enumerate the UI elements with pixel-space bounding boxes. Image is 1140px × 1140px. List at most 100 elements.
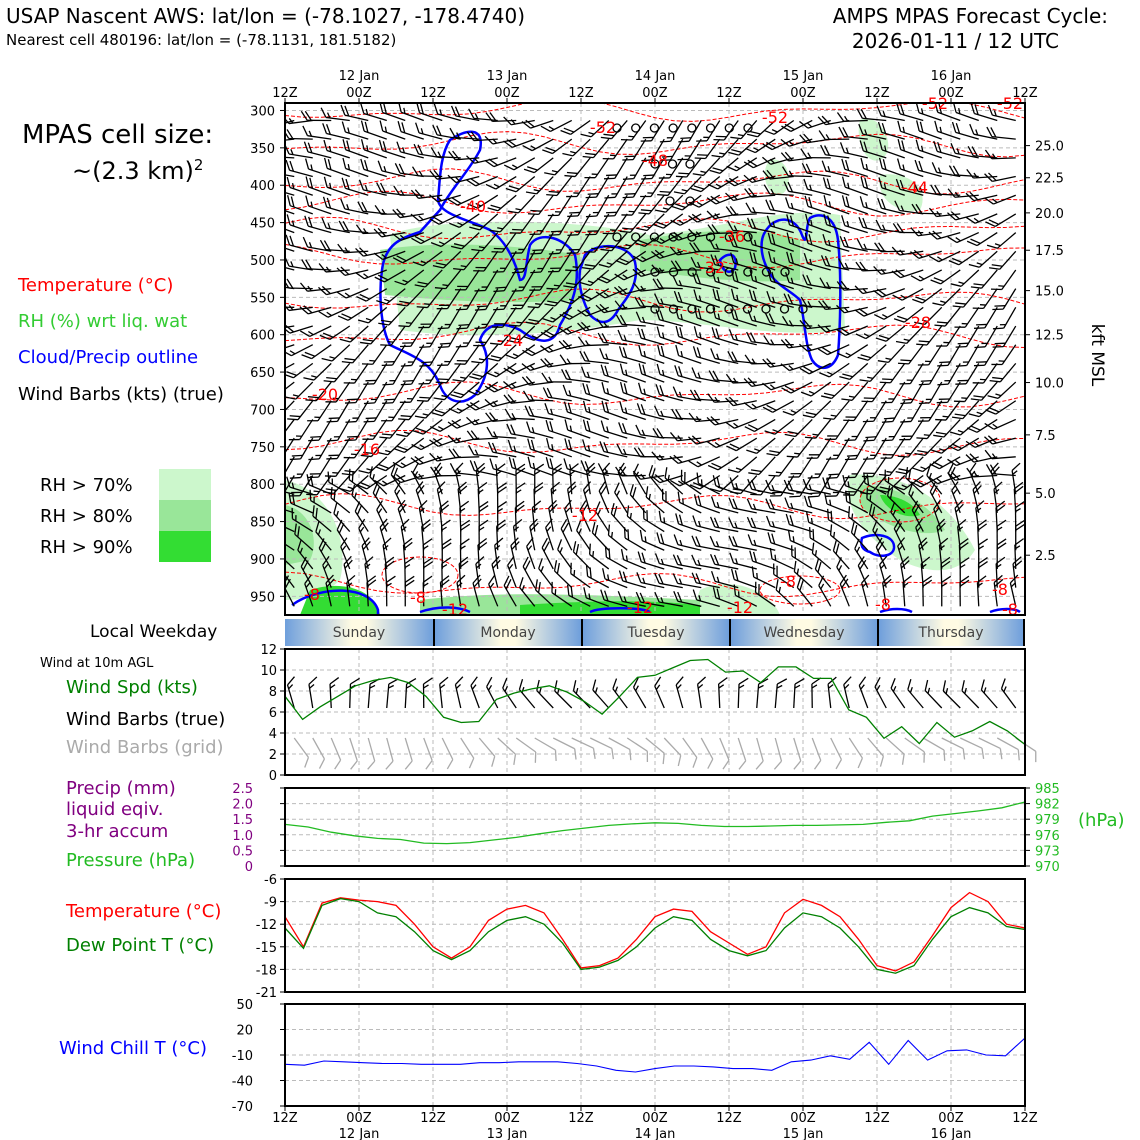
wind-barb <box>285 171 295 178</box>
wind-barb-flag <box>587 230 599 232</box>
wind-barb-flag <box>285 324 295 333</box>
wind-barb-half <box>592 211 599 214</box>
wind-barb-flag <box>581 503 589 514</box>
wind-barb-flag <box>294 523 297 535</box>
wind-barb-flag <box>547 214 559 217</box>
wind-barb-staff <box>454 470 462 495</box>
top-date-label: 15 Jan <box>783 69 824 84</box>
wind-barb-staff <box>601 470 610 495</box>
wind-barb-half <box>513 445 517 452</box>
top-xtick-label: 12Z <box>420 86 446 101</box>
wind-barb-flag <box>546 194 558 197</box>
wind-barb-half <box>996 526 1003 531</box>
wind-barb-flag <box>307 476 319 479</box>
wind-barb <box>466 416 498 426</box>
wind-barb-10m-grid-flag <box>468 757 475 769</box>
wind-barb-flag <box>362 541 371 551</box>
wind-barb <box>436 481 446 514</box>
wind-barb-flag <box>449 462 456 474</box>
wind-barb-flag <box>340 104 346 116</box>
wind-barb-half <box>521 585 525 591</box>
wind-barb-flag <box>954 499 963 509</box>
wind-barb <box>580 366 609 383</box>
wind-barb-half <box>570 150 577 154</box>
rh80-swatch <box>159 500 211 531</box>
wind-barb <box>478 519 489 551</box>
wind-barb <box>512 518 523 551</box>
wind-barb <box>567 213 591 236</box>
wind-barb <box>288 419 314 441</box>
wind-barb-flag <box>557 539 563 550</box>
wind-barb-half <box>481 286 488 288</box>
wind-barb-staff <box>473 437 498 441</box>
wind-barb-flag <box>416 103 421 113</box>
wind-barb-staff <box>608 250 628 268</box>
wind-barb-flag <box>321 357 333 362</box>
wind-barb-staff <box>333 362 351 383</box>
wind-barb <box>300 110 332 122</box>
wind-barb-flag <box>469 401 480 410</box>
wind-barb-flag <box>437 364 449 367</box>
wind-barb-10m-grid <box>996 737 1020 761</box>
wind-barb <box>346 574 356 607</box>
wind-barb <box>285 188 295 196</box>
wind-barb-flag <box>514 500 525 509</box>
wind-barb-flag <box>302 236 309 248</box>
wind-barb-flag <box>675 344 680 356</box>
wind-barb-staff <box>419 112 443 122</box>
wind-barb-flag <box>491 555 500 565</box>
wind-barb-flag <box>568 439 573 451</box>
wind-barb-flag <box>439 342 451 345</box>
wind-barb-10m-true <box>554 680 573 709</box>
wind-barb-flag <box>448 408 459 414</box>
wind-barb <box>604 176 628 199</box>
wind-barb-flag <box>355 248 364 257</box>
wind-barb-flag <box>351 471 354 483</box>
wind-barb-half <box>288 304 294 311</box>
wind-barb-flag <box>418 382 430 385</box>
legend-wind-barbs: Wind Barbs (kts) (true) <box>18 384 224 405</box>
wind-barb-flag <box>507 439 513 451</box>
wind-barb-flag <box>338 523 345 534</box>
wind-barb <box>330 487 351 514</box>
wind-barb-staff <box>474 469 498 477</box>
wind-barb-flag <box>484 135 494 145</box>
wind-barb-flag <box>576 520 582 531</box>
wind-barb-flag <box>527 456 532 468</box>
wind-barb-10m-true <box>349 677 360 709</box>
wind-barb-staff <box>594 232 610 253</box>
wind-barb-10m-grid <box>515 737 537 763</box>
wind-barb-flag <box>540 125 551 132</box>
wind-barb <box>469 460 498 477</box>
wind-barb-staff <box>388 306 406 326</box>
wind-barb-flag <box>415 122 420 134</box>
wind-barb <box>563 401 591 421</box>
wind-barb-flag <box>492 559 501 569</box>
kft-axis-label: kft MSL <box>1087 324 1107 387</box>
wind-barb-10m-true <box>890 677 906 709</box>
wind-barb <box>603 194 628 217</box>
wind-barb-flag <box>466 430 475 440</box>
wind-barb-half <box>605 353 609 360</box>
wind-barb-flag <box>566 252 578 254</box>
wind-barb-10m-grid-flag <box>350 760 358 770</box>
wind-barb-flag <box>586 466 596 475</box>
cell-size-value: ~(2.3 km)2 <box>72 156 203 185</box>
wind-barb <box>378 139 406 159</box>
wind-barb-flag <box>363 420 375 423</box>
wind-barb <box>579 500 591 532</box>
wind-barb-flag <box>511 252 523 254</box>
wind-barb-10m-true-flag <box>794 677 805 685</box>
wind-barb <box>638 344 665 365</box>
wind-barb-staff <box>554 570 573 589</box>
wind-barb-flag <box>600 420 605 432</box>
wind-barb-half <box>621 303 627 310</box>
wind-barb-10m-grid-flag <box>491 756 496 767</box>
wind-barb <box>485 412 517 423</box>
wind-barb-flag <box>410 470 420 480</box>
wind-barb-half <box>273 202 277 208</box>
wind-barb-staff <box>548 467 572 477</box>
wind-barb-half <box>308 130 313 137</box>
wind-barb-half <box>547 346 554 352</box>
wind-barb <box>727 456 758 474</box>
